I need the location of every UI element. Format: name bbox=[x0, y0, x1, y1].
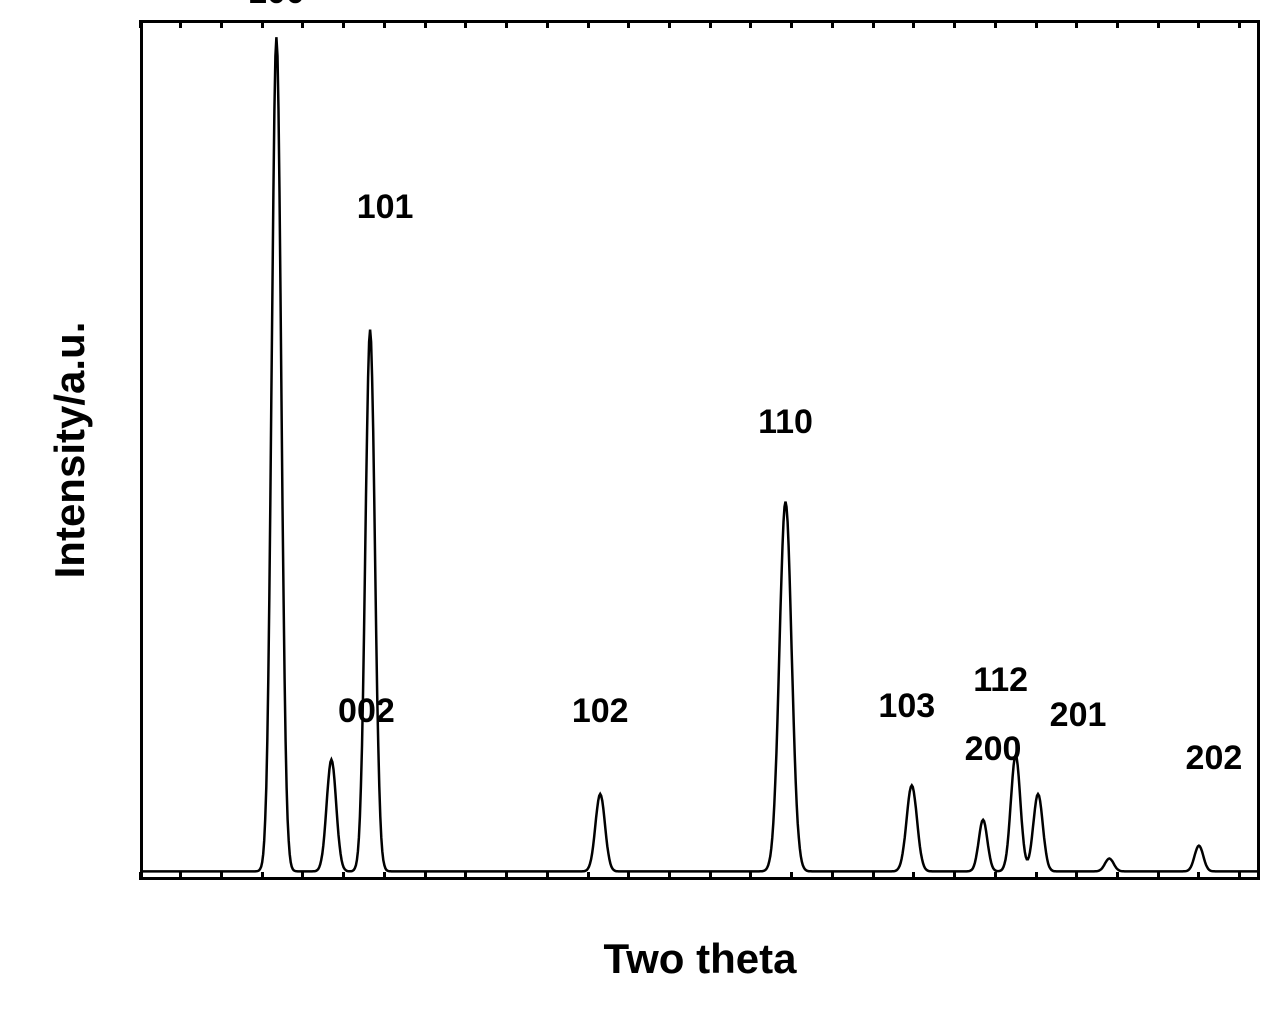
x-axis-label: Two theta bbox=[604, 935, 797, 983]
peak-label-110: 110 bbox=[758, 403, 813, 442]
x-tick-minor-top bbox=[912, 20, 915, 28]
x-tick-minor-top bbox=[139, 20, 142, 28]
x-tick-minor bbox=[342, 872, 345, 880]
x-tick-minor bbox=[546, 872, 549, 880]
x-tick-minor bbox=[953, 872, 956, 880]
xrd-trace bbox=[0, 0, 1283, 1009]
x-tick-minor bbox=[1116, 872, 1119, 880]
peak-label-002: 002 bbox=[338, 692, 395, 731]
x-tick-minor bbox=[139, 872, 142, 880]
x-tick-minor bbox=[1197, 872, 1200, 880]
x-tick-minor-top bbox=[464, 20, 467, 28]
x-tick-minor-top bbox=[342, 20, 345, 28]
x-tick-minor bbox=[749, 872, 752, 880]
x-tick-minor-top bbox=[1075, 20, 1078, 28]
x-tick-minor-top bbox=[709, 20, 712, 28]
peak-label-100: 100 bbox=[248, 0, 305, 12]
x-tick-minor-top bbox=[261, 20, 264, 28]
x-tick-minor bbox=[1035, 872, 1038, 880]
x-tick-minor-top bbox=[749, 20, 752, 28]
x-tick-minor-top bbox=[1116, 20, 1119, 28]
x-tick-minor bbox=[301, 872, 304, 880]
peak-label-101: 101 bbox=[357, 188, 414, 227]
x-tick-minor bbox=[709, 872, 712, 880]
x-tick-minor-top bbox=[1035, 20, 1038, 28]
x-tick-minor bbox=[220, 872, 223, 880]
x-tick-minor bbox=[1075, 872, 1078, 880]
x-tick-minor bbox=[994, 872, 997, 880]
x-tick-minor bbox=[464, 872, 467, 880]
x-tick-minor bbox=[1238, 872, 1241, 880]
x-tick-minor bbox=[627, 872, 630, 880]
x-tick-minor-top bbox=[546, 20, 549, 28]
x-tick-minor-top bbox=[220, 20, 223, 28]
x-tick-minor bbox=[179, 872, 182, 880]
x-tick-minor-top bbox=[179, 20, 182, 28]
x-tick-minor bbox=[790, 872, 793, 880]
y-axis-label: Intensity/a.u. bbox=[46, 322, 94, 579]
x-tick-minor-top bbox=[627, 20, 630, 28]
x-tick-minor bbox=[505, 872, 508, 880]
x-tick-minor-top bbox=[1197, 20, 1200, 28]
x-tick-minor-top bbox=[668, 20, 671, 28]
peak-label-102: 102 bbox=[572, 692, 629, 731]
peak-label-200: 200 bbox=[965, 730, 1022, 769]
x-tick-minor-top bbox=[505, 20, 508, 28]
x-tick-minor bbox=[424, 872, 427, 880]
x-tick-minor bbox=[872, 872, 875, 880]
xrd-path bbox=[140, 37, 1260, 871]
x-tick-minor-top bbox=[1238, 20, 1241, 28]
x-tick-minor bbox=[1157, 872, 1160, 880]
peak-label-103: 103 bbox=[878, 687, 935, 726]
x-tick-minor bbox=[587, 872, 590, 880]
x-tick-minor-top bbox=[1157, 20, 1160, 28]
x-tick-minor-top bbox=[424, 20, 427, 28]
x-tick-minor-top bbox=[831, 20, 834, 28]
x-tick-minor-top bbox=[790, 20, 793, 28]
x-tick-minor-top bbox=[994, 20, 997, 28]
peak-label-201: 201 bbox=[1050, 696, 1107, 735]
x-tick-minor-top bbox=[301, 20, 304, 28]
xrd-figure: Intensity/a.u. Two theta 100 002 101 102 110… bbox=[0, 0, 1283, 1009]
x-tick-minor bbox=[261, 872, 264, 880]
x-tick-minor-top bbox=[587, 20, 590, 28]
x-tick-minor bbox=[668, 872, 671, 880]
x-tick-minor-top bbox=[953, 20, 956, 28]
peak-label-112: 112 bbox=[973, 661, 1028, 700]
x-tick-minor-top bbox=[383, 20, 386, 28]
x-tick-minor-top bbox=[872, 20, 875, 28]
x-tick-minor bbox=[383, 872, 386, 880]
peak-label-202: 202 bbox=[1186, 739, 1243, 778]
x-tick-minor bbox=[912, 872, 915, 880]
x-tick-minor bbox=[831, 872, 834, 880]
